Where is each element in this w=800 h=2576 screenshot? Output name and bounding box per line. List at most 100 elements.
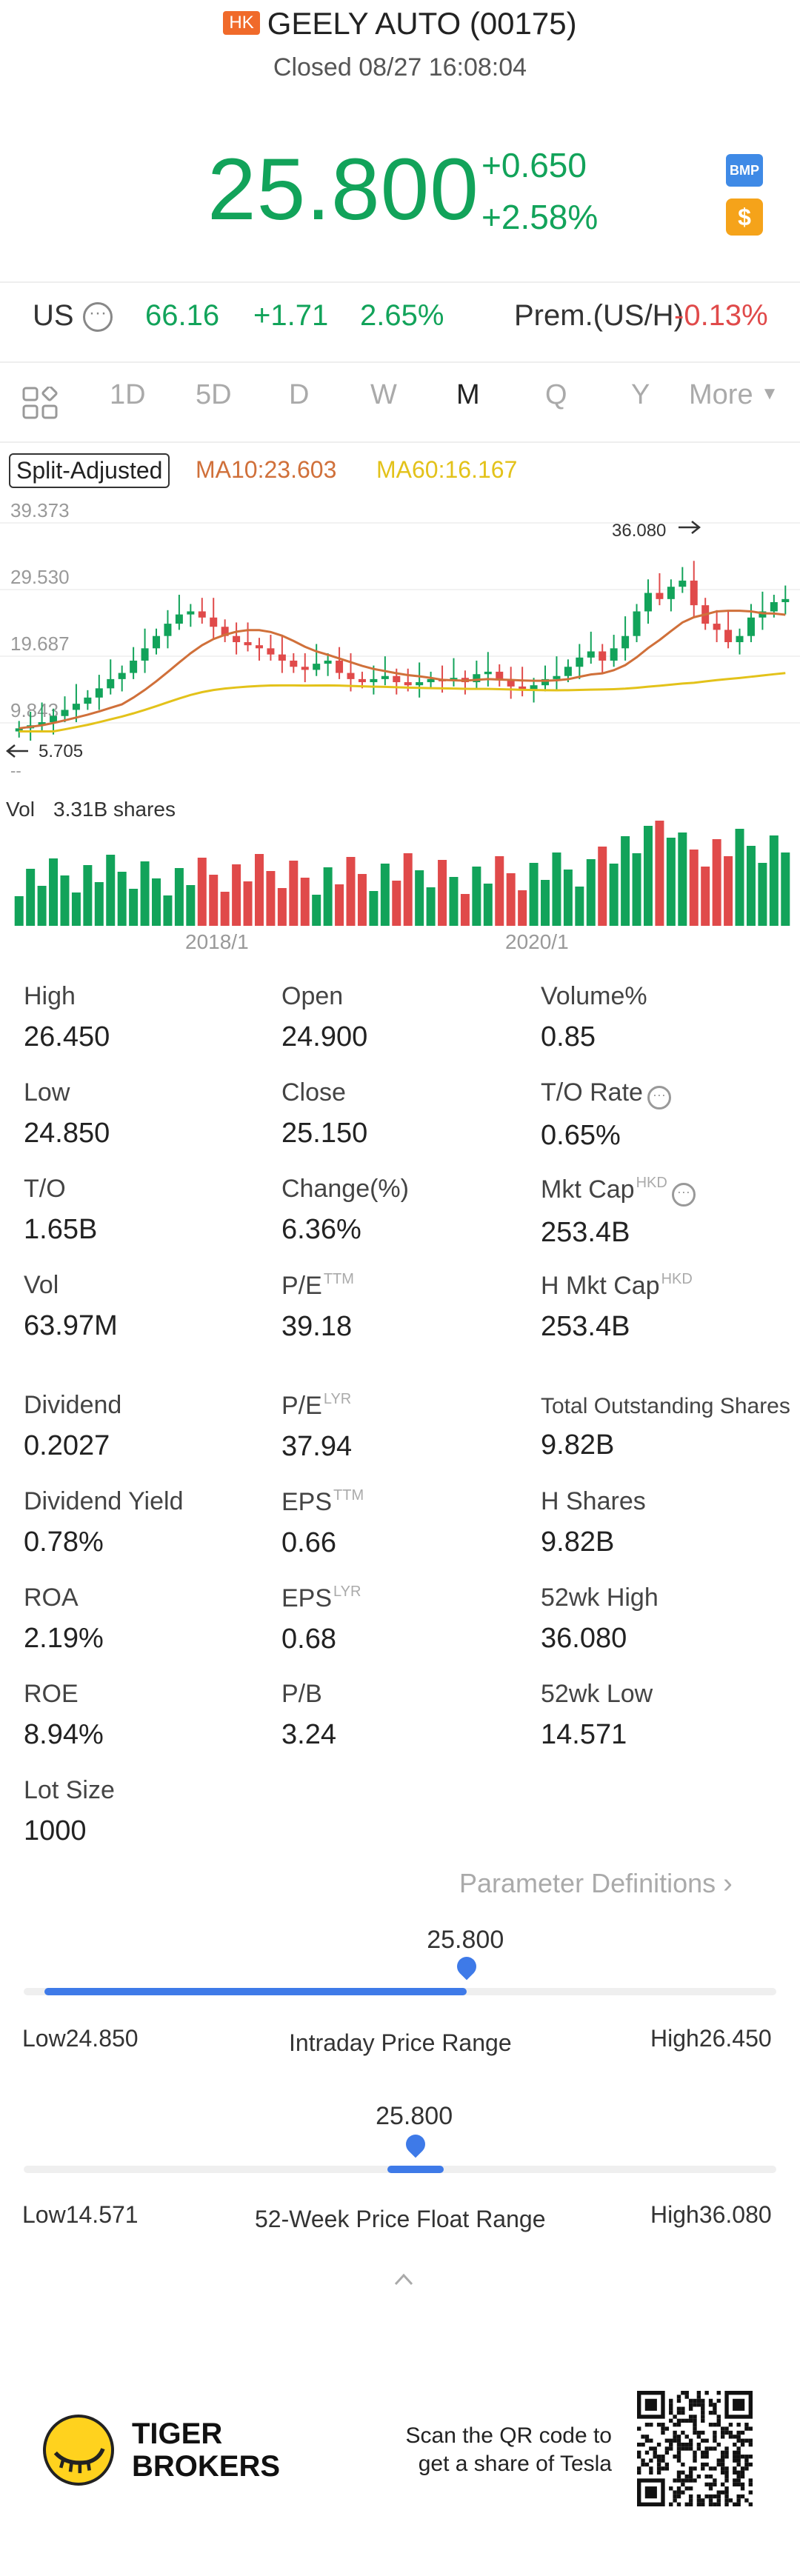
- dollar-icon[interactable]: $: [726, 198, 763, 236]
- stat-label: H Mkt Cap HKD: [541, 1271, 693, 1300]
- qr-module: [656, 2442, 661, 2447]
- qr-module: [673, 2494, 677, 2499]
- stat-value: 0.68: [281, 1624, 336, 1655]
- candle-body: [519, 686, 527, 690]
- tab-5d[interactable]: 5D: [196, 379, 232, 410]
- premium-label: Prem.(US/H): [514, 299, 684, 332]
- qr-module: [733, 2478, 737, 2483]
- qr-module: [649, 2446, 653, 2451]
- volume-bar: [552, 852, 561, 926]
- qr-module: [744, 2426, 749, 2431]
- qr-module: [637, 2450, 641, 2455]
- more-dots-icon[interactable]: ···: [83, 302, 113, 332]
- candle-body: [210, 617, 218, 627]
- volume-bar: [312, 895, 321, 926]
- tab-1d[interactable]: 1D: [110, 379, 146, 410]
- qr-code-icon[interactable]: [637, 2391, 753, 2506]
- qr-module: [708, 2466, 713, 2471]
- qr-module: [676, 2502, 681, 2506]
- qr-module: [669, 2418, 673, 2423]
- qr-module: [681, 2478, 685, 2483]
- tab-d[interactable]: D: [289, 379, 310, 410]
- qr-module: [713, 2406, 717, 2411]
- qr-module: [748, 2478, 753, 2483]
- ma60-line: [19, 672, 786, 733]
- qr-module: [649, 2470, 653, 2475]
- qr-module: [701, 2406, 705, 2411]
- candle-body: [290, 660, 298, 667]
- qr-module: [736, 2482, 741, 2487]
- qr-module: [676, 2486, 681, 2491]
- volume-bar: [518, 890, 527, 926]
- bmp-icon[interactable]: BMP: [726, 154, 763, 187]
- qr-module: [744, 2466, 749, 2471]
- qr-module: [724, 2470, 729, 2475]
- min-price-label: 5.705: [39, 741, 83, 761]
- qr-module: [688, 2502, 693, 2506]
- volume-bar: [506, 873, 516, 926]
- tab-w[interactable]: W: [370, 379, 397, 410]
- volume-bar: [769, 835, 779, 926]
- chevron-up-icon[interactable]: [393, 2268, 415, 2290]
- divider: [0, 281, 800, 283]
- stat-label: Total Outstanding Shares: [541, 1394, 790, 1418]
- qr-module: [736, 2498, 741, 2503]
- qr-module: [736, 2430, 741, 2435]
- qr-module: [669, 2403, 673, 2407]
- last-price: 25.800: [207, 141, 479, 238]
- arrow-right-icon: [679, 521, 701, 534]
- volume-bar: [152, 878, 161, 926]
- qr-module: [676, 2435, 681, 2439]
- candle-body: [278, 654, 286, 661]
- qr-module: [681, 2391, 685, 2395]
- stat-value: 0.2027: [24, 1430, 110, 1461]
- tiger-face-icon: [53, 2448, 105, 2474]
- tab-y[interactable]: Y: [631, 379, 650, 410]
- candle-body: [621, 635, 630, 649]
- parameter-definitions-link[interactable]: Parameter Definitions ›: [459, 1868, 733, 1900]
- qr-module: [724, 2446, 729, 2451]
- qr-module: [681, 2442, 685, 2447]
- qr-module: [661, 2426, 665, 2431]
- qr-module: [708, 2486, 713, 2491]
- split-adjusted-toggle[interactable]: Split-Adjusted: [9, 453, 170, 488]
- candle-body: [450, 678, 458, 681]
- volume-bar: [335, 884, 344, 926]
- qr-module: [701, 2430, 705, 2435]
- volume-bar: [575, 887, 584, 926]
- candle-body: [564, 667, 572, 676]
- qr-module: [720, 2430, 725, 2435]
- stat-value: 63.97M: [24, 1310, 118, 1341]
- more-dots-icon[interactable]: ···: [647, 1086, 671, 1110]
- stat-52wk-high: 52wk High 36.080: [541, 1584, 659, 1655]
- layout-grid-icon[interactable]: [22, 387, 59, 421]
- qr-module: [676, 2418, 681, 2423]
- volume-bar: [586, 859, 596, 926]
- candle-body: [130, 660, 138, 673]
- tab-more[interactable]: More ▼: [689, 379, 779, 411]
- candle-body: [336, 660, 344, 673]
- tab-q[interactable]: Q: [545, 379, 567, 410]
- qr-module: [693, 2415, 697, 2419]
- qr-module: [688, 2474, 693, 2479]
- qr-module: [713, 2430, 717, 2435]
- qr-module: [681, 2462, 685, 2467]
- candle-body: [370, 678, 378, 683]
- price-chart[interactable]: 39.373 29.530 19.687 9.843 36.080 5.705 …: [0, 496, 800, 955]
- candle-body: [610, 648, 618, 661]
- stat-value: 24.850: [24, 1118, 110, 1149]
- tab-m[interactable]: M: [456, 379, 480, 410]
- more-dots-icon[interactable]: ···: [671, 1183, 696, 1207]
- candle-body: [358, 678, 366, 683]
- volume-bar: [403, 853, 413, 926]
- stat-open: Open 24.900: [281, 982, 367, 1053]
- qr-module: [736, 2423, 741, 2427]
- qr-module: [676, 2474, 681, 2479]
- candle-body: [164, 624, 172, 636]
- period-tabs: 1D 5D D W M Q Y More ▼: [0, 379, 800, 431]
- volume-bar: [426, 887, 436, 926]
- qr-module: [656, 2462, 661, 2467]
- stat-value: 0.85: [541, 1021, 596, 1052]
- qr-module: [704, 2462, 709, 2467]
- us-quote-row[interactable]: US ··· 66.16 +1.71 2.65% Prem.(US/H) -0.…: [33, 299, 773, 344]
